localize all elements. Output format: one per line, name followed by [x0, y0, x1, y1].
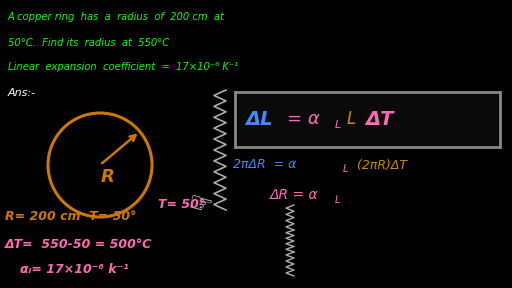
Text: Ans:-: Ans:-	[8, 88, 36, 98]
Text: L: L	[347, 111, 356, 128]
Text: ☞: ☞	[184, 188, 216, 222]
Text: ΔR = α: ΔR = α	[270, 188, 318, 202]
Bar	[235, 92, 500, 147]
Text: = α: = α	[287, 111, 320, 128]
Text: (2πR)ΔT: (2πR)ΔT	[353, 158, 407, 171]
Text: ΔL: ΔL	[245, 110, 272, 129]
Text: A copper ring  has  a  radius  of  200 cm  at: A copper ring has a radius of 200 cm at	[8, 12, 225, 22]
Text: L: L	[335, 120, 342, 130]
Text: αₗ= 17×10⁻⁶ k⁻¹: αₗ= 17×10⁻⁶ k⁻¹	[20, 263, 129, 276]
Text: ΔT: ΔT	[365, 110, 393, 129]
Text: T= 50°: T= 50°	[158, 198, 205, 211]
Text: L: L	[343, 164, 348, 174]
Text: R: R	[101, 168, 115, 186]
Text: 50°C.  Find its  radius  at  550°C: 50°C. Find its radius at 550°C	[8, 38, 169, 48]
Text: R= 200 cm  T= 50°: R= 200 cm T= 50°	[5, 210, 136, 223]
Text: 2πΔR  = α: 2πΔR = α	[233, 158, 296, 171]
Text: Linear  expansion  coefficient  =  17×10⁻⁶ K⁻¹: Linear expansion coefficient = 17×10⁻⁶ K…	[8, 62, 238, 72]
Text: L: L	[335, 195, 340, 205]
Text: ΔT=  550-50 = 500°C: ΔT= 550-50 = 500°C	[5, 238, 152, 251]
